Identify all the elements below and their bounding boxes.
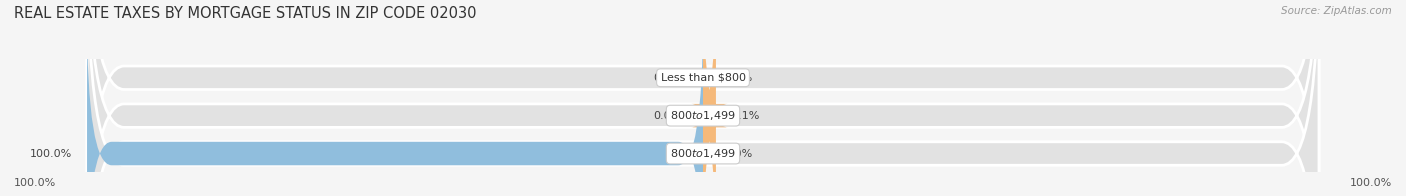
Text: 0.0%: 0.0% <box>654 111 682 121</box>
Text: 100.0%: 100.0% <box>1350 178 1392 188</box>
FancyBboxPatch shape <box>87 0 1319 196</box>
FancyBboxPatch shape <box>87 0 1319 196</box>
Text: REAL ESTATE TAXES BY MORTGAGE STATUS IN ZIP CODE 02030: REAL ESTATE TAXES BY MORTGAGE STATUS IN … <box>14 6 477 21</box>
FancyBboxPatch shape <box>692 0 728 196</box>
Text: 0.0%: 0.0% <box>724 73 752 83</box>
FancyBboxPatch shape <box>87 14 703 196</box>
Text: Less than $800: Less than $800 <box>661 73 745 83</box>
Text: $800 to $1,499: $800 to $1,499 <box>671 109 735 122</box>
Text: Source: ZipAtlas.com: Source: ZipAtlas.com <box>1281 6 1392 16</box>
Text: 100.0%: 100.0% <box>14 178 56 188</box>
FancyBboxPatch shape <box>87 0 1319 196</box>
Text: 100.0%: 100.0% <box>30 149 72 159</box>
Text: 2.1%: 2.1% <box>731 111 759 121</box>
Text: 0.0%: 0.0% <box>654 73 682 83</box>
Text: 0.0%: 0.0% <box>724 149 752 159</box>
Text: $800 to $1,499: $800 to $1,499 <box>671 147 735 160</box>
